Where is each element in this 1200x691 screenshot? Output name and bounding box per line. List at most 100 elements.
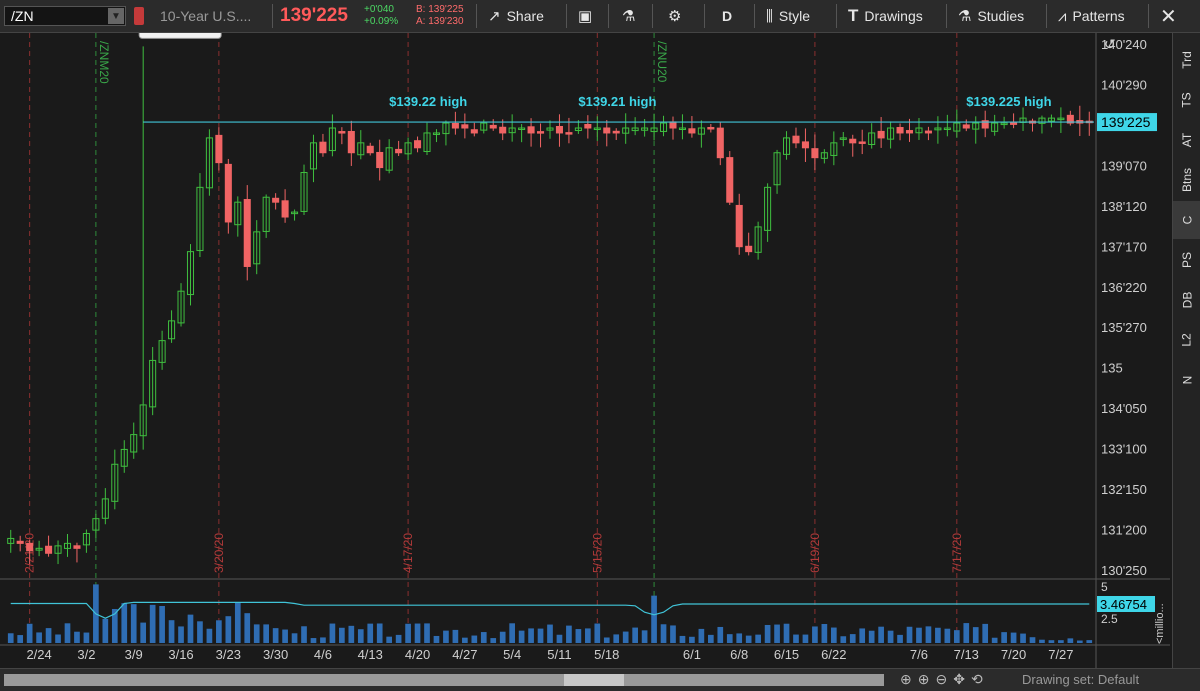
- volume-bar: [443, 630, 449, 643]
- timeframe-button[interactable]: D: [722, 8, 733, 24]
- volume-bar: [972, 627, 979, 643]
- candle-body: [186, 251, 195, 296]
- sidebar-tab-ts[interactable]: TS: [1173, 81, 1200, 119]
- candle-body: [839, 137, 847, 140]
- annotation-text: $139.225 high: [966, 94, 1051, 109]
- volume-bar: [291, 633, 298, 643]
- volume-bar: [386, 636, 393, 643]
- share-button[interactable]: ↗ Share: [488, 0, 544, 32]
- expiry-label: /ZNM20: [97, 41, 111, 84]
- candle-body: [45, 545, 53, 554]
- chevron-down-icon[interactable]: ▼: [108, 8, 124, 24]
- close-button[interactable]: ✕: [1160, 0, 1183, 32]
- candle-body: [981, 120, 989, 129]
- sidebar-tab-c[interactable]: C: [1173, 201, 1200, 239]
- volume-bar: [178, 626, 184, 643]
- annotation-text: $139.22 high: [389, 94, 467, 109]
- price-axis-label: 135'270: [1101, 320, 1147, 335]
- candle-body: [82, 532, 90, 546]
- volume-bar: [187, 614, 194, 643]
- scrollbar-thumb[interactable]: [564, 674, 624, 686]
- candle-body: [565, 132, 573, 135]
- horizontal-scrollbar[interactable]: [4, 674, 884, 686]
- x-tick-label: 7/27: [1048, 647, 1073, 662]
- volume-bar: [679, 635, 686, 643]
- divider: [476, 4, 477, 28]
- candle-body: [962, 124, 970, 129]
- volume-bar: [935, 627, 941, 643]
- price-axis-label: 133'100: [1101, 442, 1147, 457]
- volume-bar: [111, 608, 118, 643]
- close-icon: ✕: [1160, 5, 1177, 28]
- volume-bar: [821, 624, 828, 643]
- alert-button[interactable]: ▣: [578, 0, 598, 32]
- sidebar-tab-l2[interactable]: L2: [1173, 321, 1200, 359]
- candle-body: [26, 542, 34, 552]
- candle-body: [1010, 122, 1018, 125]
- symbol-input[interactable]: /ZN ▼: [4, 6, 126, 26]
- volume-bar: [897, 634, 903, 643]
- volume-bar: [1001, 632, 1007, 643]
- volume-bar: [206, 628, 213, 643]
- volume-bar: [622, 631, 629, 643]
- style-button[interactable]: ⫼ Style: [766, 0, 810, 32]
- volume-bar: [339, 627, 345, 643]
- candle-body: [745, 245, 753, 253]
- sidebar-tab-trd[interactable]: Trd: [1173, 41, 1200, 79]
- candle-body: [205, 137, 213, 189]
- candle-body: [414, 140, 422, 149]
- volume-bar: [272, 628, 279, 643]
- sidebar-tab-label: Btns: [1179, 167, 1194, 193]
- price-axis-label: 131'200: [1101, 523, 1147, 538]
- net-change: +0'040: [364, 4, 394, 15]
- flask-button[interactable]: ⚗: [622, 0, 641, 32]
- volume-bar: [764, 624, 771, 643]
- sidebar-tab-btns[interactable]: Btns: [1173, 161, 1200, 199]
- volume-bar: [1076, 640, 1083, 643]
- settings-button[interactable]: ⚙: [668, 0, 687, 32]
- x-tick-label: 6/15: [774, 647, 799, 662]
- candle-body: [158, 340, 166, 363]
- candle-body: [716, 127, 724, 159]
- candle-body: [915, 127, 923, 134]
- crosshair-icon[interactable]: ⊕: [900, 671, 918, 687]
- divider: [946, 4, 947, 28]
- volume-bar: [462, 637, 468, 643]
- patterns-button[interactable]: ⩘ Patterns: [1058, 0, 1125, 32]
- style-label: Style: [778, 8, 811, 24]
- alert-icon: ▣: [578, 8, 593, 25]
- sidebar-tab-n[interactable]: N: [1173, 361, 1200, 399]
- volume-bar: [849, 634, 856, 643]
- sidebar-tab-at[interactable]: AT: [1173, 121, 1200, 159]
- candle-body: [291, 211, 299, 215]
- candle-body: [555, 126, 563, 134]
- pan-icon[interactable]: ✥: [953, 671, 971, 687]
- volume-bar: [310, 638, 317, 643]
- sidebar-tab-db[interactable]: DB: [1173, 281, 1200, 319]
- studies-button[interactable]: ⚗ Studies: [958, 0, 1024, 32]
- candle-body: [300, 172, 308, 212]
- candle-body: [234, 201, 242, 226]
- studies-label: Studies: [977, 8, 1025, 24]
- candle-body: [7, 537, 15, 544]
- candle-body: [272, 197, 280, 203]
- drawings-button[interactable]: T Drawings: [848, 0, 923, 32]
- main-toolbar: /ZN ▼ 10-Year U.S.... 139'225 +0'040 +0.…: [0, 0, 1200, 33]
- volume-bar: [1058, 640, 1064, 643]
- text-tool-icon: T: [848, 6, 859, 25]
- volume-bar: [594, 623, 601, 643]
- volume-bar: [603, 637, 610, 643]
- sidebar-tab-label: L2: [1179, 333, 1194, 347]
- zoom-in-icon[interactable]: ⊕: [917, 671, 936, 687]
- candle-body: [480, 122, 488, 131]
- sidebar-tab-ps[interactable]: PS: [1173, 241, 1200, 279]
- flask-icon: ⚗: [958, 8, 972, 25]
- candle-body: [395, 148, 403, 154]
- candle-body: [470, 129, 478, 134]
- reset-icon[interactable]: ⟲: [970, 671, 989, 687]
- link-flag-icon[interactable]: [134, 7, 144, 25]
- zoom-out-icon[interactable]: ⊖: [935, 671, 954, 687]
- volume-bar: [698, 628, 705, 643]
- candle-body: [130, 434, 138, 453]
